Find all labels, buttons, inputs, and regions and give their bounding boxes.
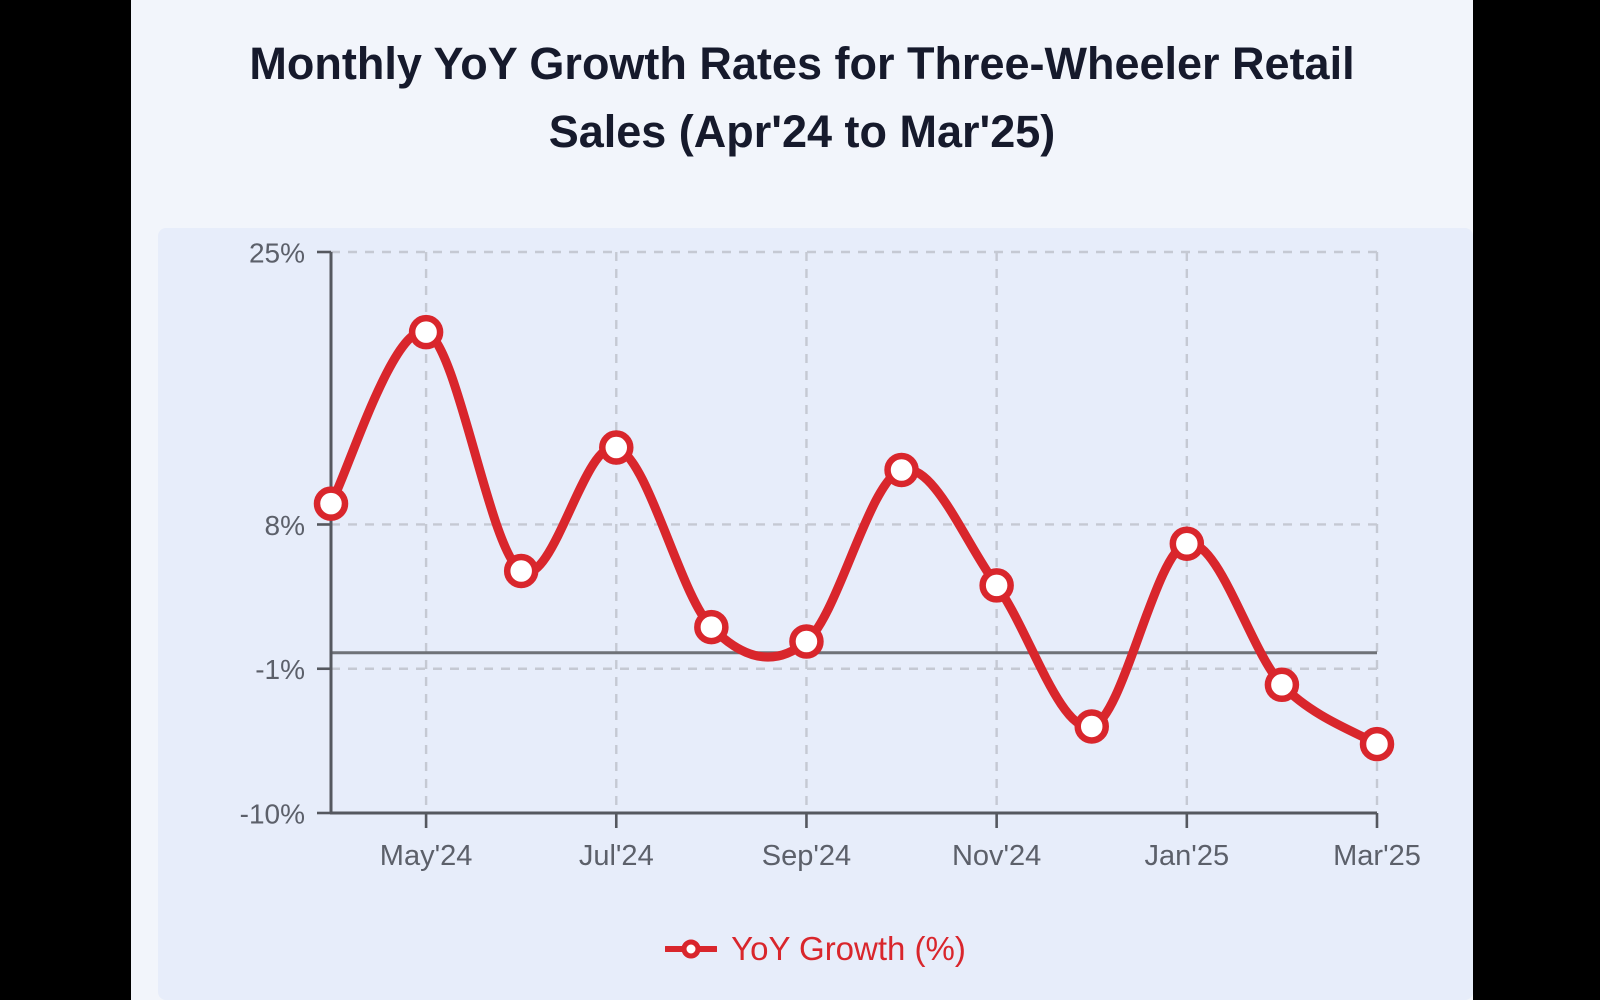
x-tick-label: Nov'24 [952, 840, 1041, 872]
legend-item[interactable]: YoY Growth (%) [158, 918, 1473, 980]
data-point-marker[interactable] [884, 452, 919, 488]
x-tick-label: May'24 [380, 840, 473, 872]
legend-marker-icon [665, 939, 718, 959]
chart-plot: 25% 8% -1% -10% May'24 Jul'24 Sep'24 Nov'24 Jan'… [240, 238, 1421, 873]
letterbox-left [0, 0, 131, 1000]
x-tick-label: Sep'24 [762, 840, 851, 872]
letterbox-right [1473, 0, 1600, 1000]
data-point-marker[interactable] [1264, 667, 1300, 703]
legend-label: YoY Growth (%) [731, 930, 966, 967]
chart-card: Monthly YoY Growth Rates for Three-Wheel… [131, 0, 1473, 1000]
data-point-marker[interactable] [408, 314, 444, 350]
series-line [326, 327, 1382, 749]
chart-canvas: 25% 8% -1% -10% May'24 Jul'24 Sep'24 Nov'24 Jan'… [158, 228, 1473, 1000]
data-point-marker[interactable] [1074, 709, 1109, 744]
data-point-marker[interactable] [599, 430, 634, 465]
data-point-marker[interactable] [789, 624, 824, 659]
data-point-marker[interactable] [1359, 726, 1395, 762]
y-tick-label: 8% [265, 510, 305, 541]
y-tick-label: -1% [255, 654, 305, 685]
x-tick-label: Mar'25 [1333, 840, 1421, 872]
x-tick-label: Jan'25 [1145, 840, 1230, 872]
x-tick-label: Jul'24 [579, 840, 654, 872]
data-point-marker[interactable] [1169, 526, 1205, 561]
data-point-marker[interactable] [979, 568, 1014, 603]
data-point-marker[interactable] [503, 553, 539, 589]
y-tick-label: 25% [249, 238, 305, 269]
y-tick-label: -10% [240, 799, 305, 830]
data-point-marker[interactable] [313, 486, 349, 521]
data-point-marker[interactable] [694, 609, 729, 645]
chart-title: Monthly YoY Growth Rates for Three-Wheel… [249, 38, 1355, 157]
